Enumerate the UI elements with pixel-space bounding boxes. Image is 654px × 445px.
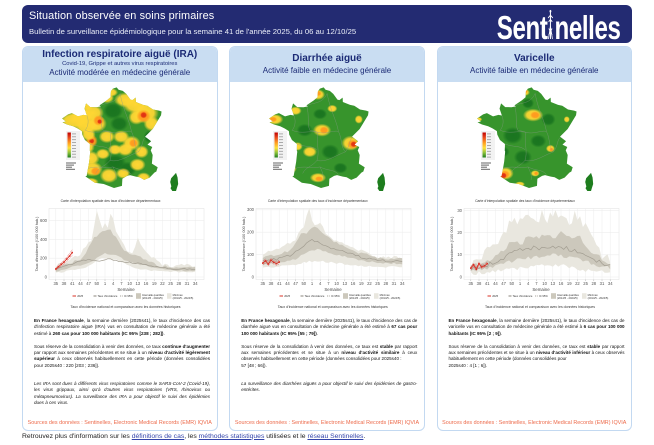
svg-text:16: 16: [144, 281, 149, 286]
svg-text:19: 19: [152, 281, 157, 286]
svg-text:7: 7: [327, 281, 330, 286]
svg-text:(2014/5 - 2024/5): (2014/5 - 2024/5): [142, 296, 163, 300]
svg-text:(2014/5 - 2024/5): (2014/5 - 2024/5): [587, 296, 608, 300]
svg-text:(2014/5 - 2024/5): (2014/5 - 2024/5): [557, 296, 578, 300]
svg-text:19: 19: [566, 281, 571, 286]
svg-text:0: 0: [459, 274, 462, 279]
svg-text:Intervalle quartiles: Intervalle quartiles: [142, 293, 164, 297]
svg-text:41: 41: [70, 281, 75, 286]
svg-text:50: 50: [94, 281, 99, 286]
svg-text:300: 300: [247, 207, 255, 212]
svg-text:16: 16: [558, 281, 563, 286]
svg-text:IC 95%: IC 95%: [124, 294, 133, 298]
svg-text:38: 38: [476, 281, 481, 286]
svg-text:28: 28: [176, 281, 181, 286]
svg-text:28: 28: [591, 281, 596, 286]
svg-text:(2014/5 - 2024/5): (2014/5 - 2024/5): [173, 296, 194, 300]
svg-text:1: 1: [518, 281, 521, 286]
svg-text:22: 22: [575, 281, 580, 286]
svg-text:Semaine: Semaine: [325, 287, 343, 292]
svg-text:31: 31: [185, 281, 190, 286]
svg-text:25: 25: [583, 281, 588, 286]
svg-text:41: 41: [484, 281, 489, 286]
svg-text:34: 34: [193, 281, 198, 286]
svg-text:2025: 2025: [77, 294, 83, 298]
svg-text:35: 35: [53, 281, 58, 286]
svg-text:38: 38: [269, 281, 274, 286]
svg-text:10: 10: [335, 281, 340, 286]
svg-text:IC 95%: IC 95%: [331, 294, 340, 298]
svg-text:47: 47: [294, 281, 299, 286]
svg-text:0: 0: [45, 274, 48, 279]
svg-text:(2014/5 - 2024/5): (2014/5 - 2024/5): [380, 296, 401, 300]
svg-text:10: 10: [127, 281, 132, 286]
svg-text:35: 35: [468, 281, 473, 286]
svg-text:50: 50: [509, 281, 514, 286]
svg-text:Taux d'incidence (/100 000 hab: Taux d'incidence (/100 000 hab.): [450, 216, 454, 271]
svg-text:19: 19: [359, 281, 364, 286]
svg-text:47: 47: [86, 281, 91, 286]
svg-text:13: 13: [550, 281, 555, 286]
svg-text:2025: 2025: [492, 294, 498, 298]
svg-text:28: 28: [384, 281, 389, 286]
svg-text:25: 25: [168, 281, 173, 286]
svg-text:44: 44: [493, 281, 498, 286]
svg-text:Taux d'incidence: Taux d'incidence: [305, 294, 325, 298]
svg-text:4: 4: [319, 281, 322, 286]
svg-text:22: 22: [367, 281, 372, 286]
svg-text:2025: 2025: [284, 294, 290, 298]
svg-text:13: 13: [135, 281, 140, 286]
svg-text:34: 34: [607, 281, 612, 286]
svg-text:Semaine: Semaine: [532, 287, 550, 292]
svg-text:34: 34: [400, 281, 405, 286]
svg-text:200: 200: [40, 256, 48, 261]
svg-text:4: 4: [112, 281, 115, 286]
svg-text:Taux d'incidence: Taux d'incidence: [98, 294, 118, 298]
svg-text:13: 13: [343, 281, 348, 286]
svg-text:31: 31: [392, 281, 397, 286]
svg-text:Min/max: Min/max: [173, 293, 184, 297]
svg-text:4: 4: [527, 281, 530, 286]
svg-text:50: 50: [302, 281, 307, 286]
svg-text:7: 7: [120, 281, 123, 286]
svg-text:41: 41: [277, 281, 282, 286]
svg-text:Taux d'incidence: Taux d'incidence: [512, 294, 532, 298]
svg-text:10: 10: [457, 252, 462, 257]
svg-text:10: 10: [542, 281, 547, 286]
svg-text:47: 47: [501, 281, 506, 286]
svg-text:400: 400: [40, 237, 48, 242]
svg-text:38: 38: [62, 281, 67, 286]
svg-text:(2014/5 - 2024/5): (2014/5 - 2024/5): [349, 296, 370, 300]
svg-text:35: 35: [261, 281, 266, 286]
svg-text:Taux d'incidence (/100 000 hab: Taux d'incidence (/100 000 hab.): [242, 216, 246, 271]
svg-text:IC 95%: IC 95%: [539, 294, 548, 298]
svg-text:1: 1: [104, 281, 107, 286]
svg-text:Intervalle quartiles: Intervalle quartiles: [557, 293, 579, 297]
svg-text:25: 25: [376, 281, 381, 286]
svg-text:7: 7: [535, 281, 538, 286]
svg-text:Taux d'incidence (/100 000 hab: Taux d'incidence (/100 000 hab.): [35, 216, 39, 271]
svg-text:22: 22: [160, 281, 165, 286]
svg-text:Min/max: Min/max: [380, 293, 391, 297]
svg-text:20: 20: [457, 230, 462, 235]
svg-text:200: 200: [247, 230, 255, 235]
svg-text:44: 44: [285, 281, 290, 286]
svg-text:100: 100: [247, 252, 255, 257]
svg-text:600: 600: [40, 218, 48, 223]
svg-text:0: 0: [252, 274, 255, 279]
svg-text:31: 31: [599, 281, 604, 286]
svg-text:30: 30: [457, 208, 462, 213]
svg-text:Semaine: Semaine: [117, 287, 135, 292]
svg-text:Intervalle quartiles: Intervalle quartiles: [349, 293, 371, 297]
svg-text:Min/max: Min/max: [587, 293, 598, 297]
svg-text:44: 44: [78, 281, 83, 286]
svg-text:16: 16: [351, 281, 356, 286]
svg-text:1: 1: [311, 281, 314, 286]
